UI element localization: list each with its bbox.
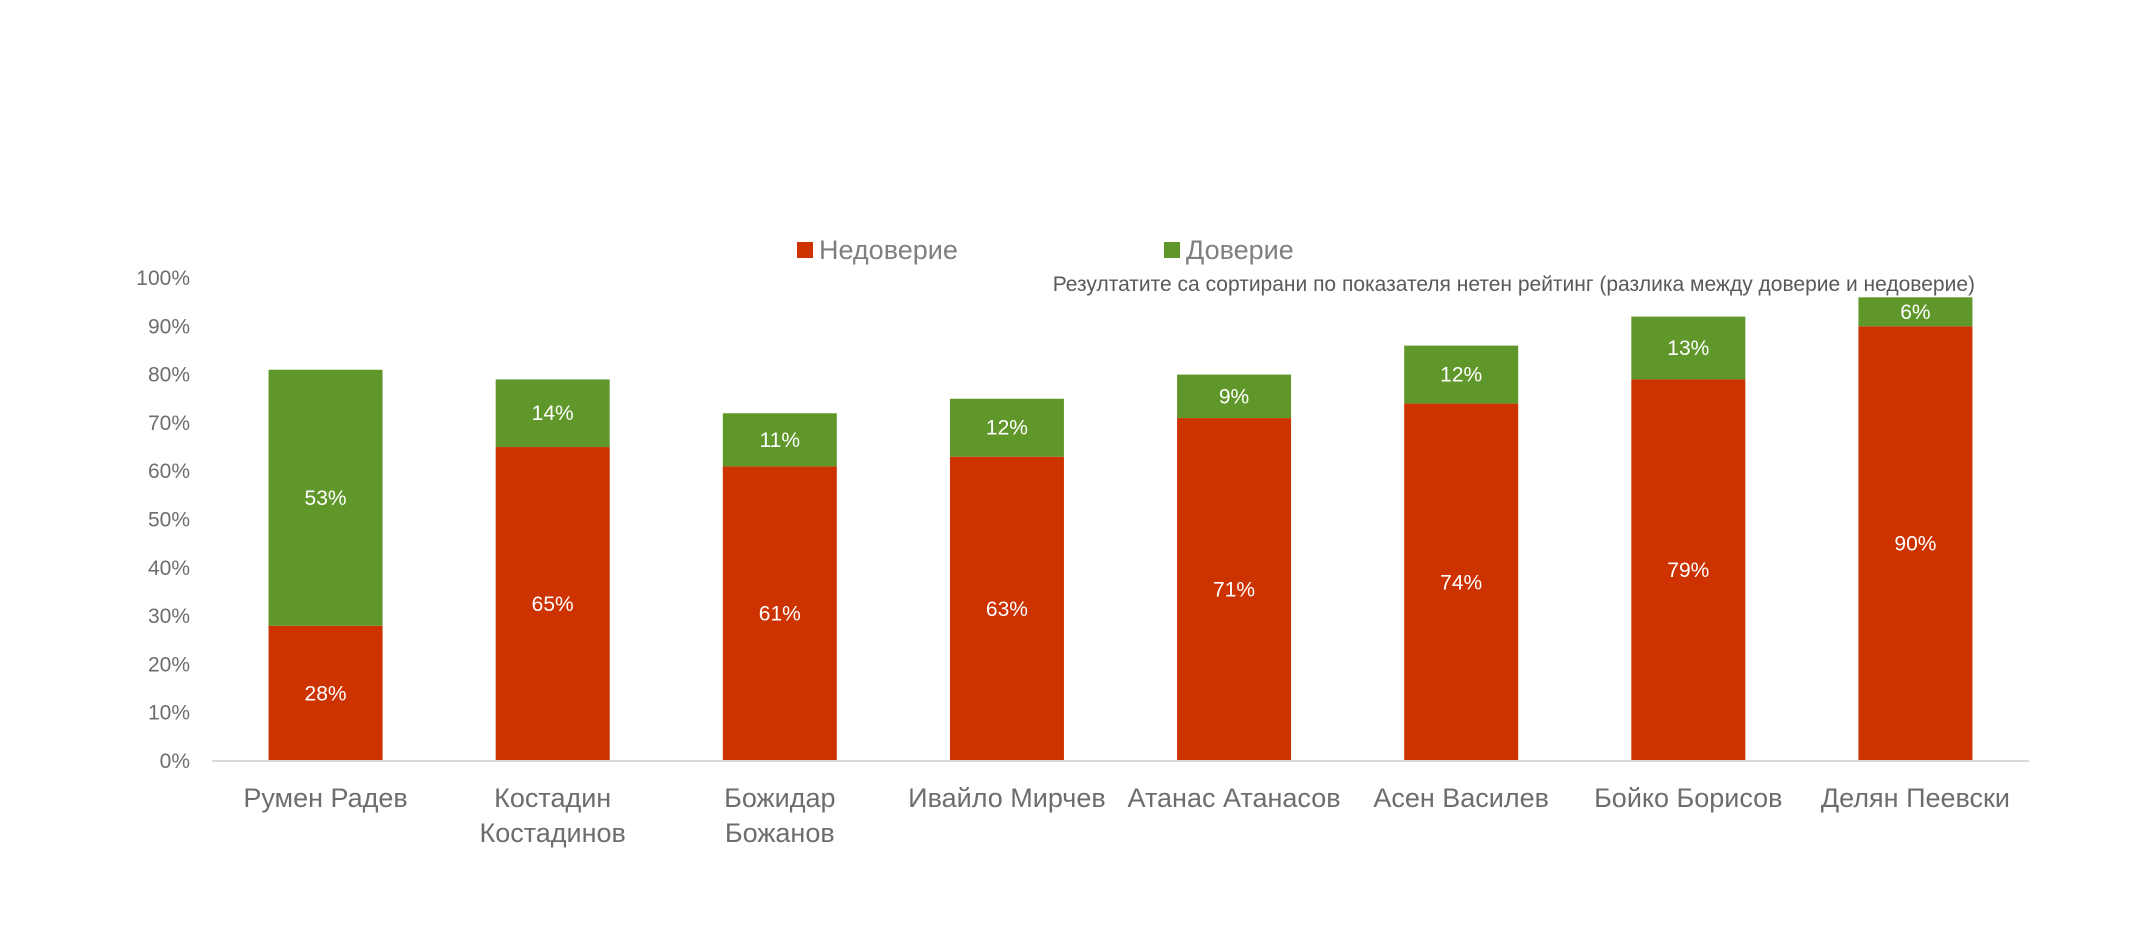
- data-label: 79%: [1667, 559, 1709, 582]
- x-tick-label: Румен Радев: [243, 783, 407, 813]
- x-tick-label-line: Костадинов: [479, 818, 625, 848]
- x-tick-label-line: Божанов: [725, 818, 835, 848]
- x-tick-label-line: Костадин: [494, 783, 611, 813]
- bar-segment: [1858, 326, 1973, 761]
- bar-segment: [949, 398, 1064, 457]
- data-label: 90%: [1894, 533, 1936, 556]
- data-label: 65%: [532, 593, 574, 616]
- bar-segment: [722, 413, 837, 467]
- data-label: 63%: [986, 598, 1028, 621]
- data-label: 71%: [1213, 579, 1255, 602]
- bar-segment: [1177, 374, 1292, 419]
- x-tick-label-line: Делян Пеевски: [1821, 783, 2010, 813]
- data-label: 61%: [759, 603, 801, 626]
- bar-segment: [1404, 403, 1519, 761]
- x-tick-label: Костадин Костадинов: [479, 783, 625, 848]
- x-tick-label-line: Ивайло Мирчев: [908, 783, 1106, 813]
- y-tick-label: 60%: [148, 460, 190, 483]
- bar-segment: [495, 447, 610, 761]
- y-tick-label: 10%: [148, 702, 190, 725]
- data-label: 12%: [986, 417, 1028, 440]
- bar-segment: [949, 456, 1064, 761]
- chart-note: Резултатите са сортирани по показателя н…: [1053, 273, 1975, 296]
- data-label: 9%: [1219, 385, 1249, 408]
- y-tick-label: 50%: [148, 509, 190, 532]
- x-tick-label-line: Асен Василев: [1373, 783, 1549, 813]
- y-tick-label: 30%: [148, 605, 190, 628]
- y-tick-label: 90%: [148, 315, 190, 338]
- legend-swatch: [1164, 242, 1180, 258]
- y-axis: 0% 10% 20% 30% 40% 50% 60% 70% 80% 90% 100%: [136, 267, 190, 773]
- data-label: 14%: [532, 402, 574, 425]
- data-label: 74%: [1440, 571, 1482, 594]
- bar-segment: [1631, 316, 1746, 380]
- y-tick-label: 80%: [148, 364, 190, 387]
- bar-segment: [1177, 418, 1292, 761]
- legend: Недоверие Доверие: [797, 235, 1294, 265]
- data-label: 11%: [760, 429, 800, 452]
- x-tick-label-line: Бойко Борисов: [1594, 783, 1782, 813]
- x-tick-label-line: Атанас Атанасов: [1128, 783, 1341, 813]
- y-tick-label: 0%: [160, 750, 190, 773]
- data-label: 13%: [1667, 337, 1709, 360]
- y-tick-label: 70%: [148, 412, 190, 435]
- y-tick-label: 100%: [136, 267, 190, 290]
- data-label: 12%: [1440, 364, 1482, 387]
- x-tick-label: Делян Пеевски: [1821, 783, 2010, 813]
- data-label: 28%: [305, 682, 347, 705]
- x-tick-label: Ивайло Мирчев: [908, 783, 1106, 813]
- x-tick-label: Божидар Божанов: [724, 783, 835, 848]
- x-tick-label: Бойко Борисов: [1594, 783, 1782, 813]
- bar-segment: [1631, 379, 1746, 761]
- bar-segment: [495, 379, 610, 448]
- bar-segment: [268, 369, 383, 626]
- x-tick-label-line: Божидар: [724, 783, 835, 813]
- x-tick-label: Асен Василев: [1373, 783, 1549, 813]
- bar-segment: [268, 625, 383, 761]
- legend-swatch: [797, 242, 813, 258]
- bar-segment: [722, 466, 837, 761]
- data-label: 53%: [305, 487, 347, 510]
- y-tick-label: 20%: [148, 653, 190, 676]
- x-axis: Румен Радев Костадин Костадинов Божидар Божа…: [243, 783, 2010, 848]
- bar-segment: [1858, 297, 1973, 327]
- legend-label: Недоверие: [819, 235, 958, 265]
- legend-label: Доверие: [1186, 235, 1294, 265]
- data-label: 6%: [1900, 301, 1930, 324]
- bars: 28% 53% 65% 14% 61% 11% 63% 12% 71% 9% 74% 12% 79% 13…: [268, 297, 1973, 761]
- x-tick-label: Атанас Атанасов: [1128, 783, 1341, 813]
- bar-segment: [1404, 345, 1519, 404]
- x-tick-label-line: Румен Радев: [243, 783, 407, 813]
- y-tick-label: 40%: [148, 557, 190, 580]
